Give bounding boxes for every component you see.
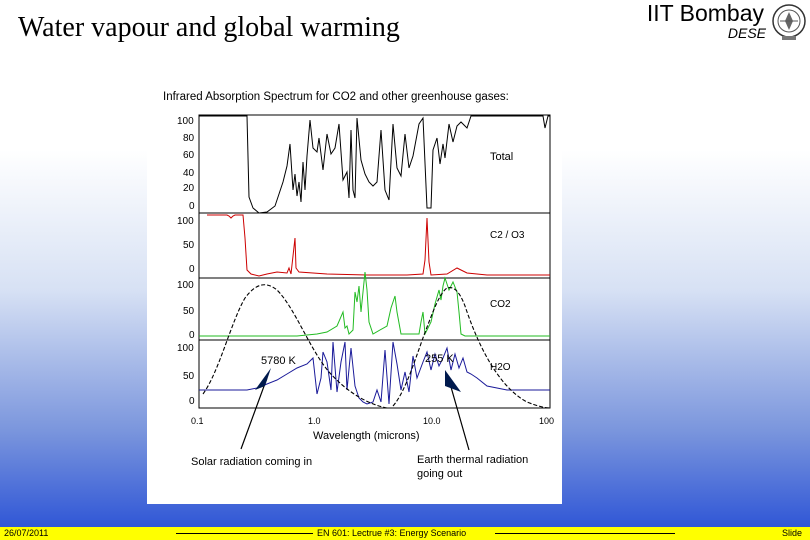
earth-radiation-label: Earth thermal radiation bbox=[417, 454, 528, 466]
y-tick-total: 20 bbox=[183, 183, 195, 194]
footer-rule bbox=[495, 533, 675, 534]
organization-name: IIT Bombay bbox=[646, 0, 764, 26]
earth-temperature-label: 255 K bbox=[425, 353, 454, 365]
y-tick-c2o3: 50 bbox=[183, 240, 195, 251]
y-tick-co2: 0 bbox=[189, 330, 195, 341]
panel-label-co2: CO2 bbox=[490, 299, 511, 310]
iitb-emblem-icon bbox=[772, 4, 806, 40]
footer-slide-label: Slide bbox=[781, 528, 802, 538]
earth-arrow bbox=[448, 379, 470, 451]
co2-absorption-curve bbox=[199, 271, 550, 337]
y-tick-c2o3: 0 bbox=[189, 264, 195, 275]
earth-arrowhead bbox=[445, 370, 461, 392]
y-tick-h2o: 50 bbox=[183, 371, 195, 382]
x-tick-label: 0.1 bbox=[191, 416, 204, 426]
y-tick-total: 40 bbox=[183, 168, 195, 179]
figure-heading: Infrared Absorption Spectrum for CO2 and… bbox=[163, 91, 509, 103]
solar-blackbody-curve bbox=[202, 284, 388, 409]
sun-temperature-label: 5780 K bbox=[261, 355, 297, 367]
y-tick-h2o: 0 bbox=[189, 396, 195, 407]
solar-arrow bbox=[240, 377, 268, 450]
y-tick-c2o3: 100 bbox=[177, 216, 194, 227]
c2o3-absorption-curve bbox=[207, 214, 550, 277]
spectrum-figure: Infrared Absorption Spectrum for CO2 and… bbox=[147, 72, 562, 504]
y-tick-co2: 50 bbox=[183, 306, 195, 317]
plot-frame bbox=[198, 114, 551, 409]
panel-label-total: Total bbox=[490, 151, 513, 163]
y-tick-total: 60 bbox=[183, 150, 195, 161]
earth-radiation-label-line2: going out bbox=[417, 468, 462, 480]
y-tick-co2: 100 bbox=[177, 280, 194, 291]
x-tick-label: 100 bbox=[539, 416, 554, 426]
total-absorption-curve bbox=[199, 115, 550, 214]
y-tick-total: 80 bbox=[183, 133, 195, 144]
y-tick-total: 0 bbox=[189, 201, 195, 212]
x-tick-label: 1.0 bbox=[308, 416, 321, 426]
footer-date: 26/07/2011 bbox=[4, 528, 49, 538]
slide-title: Water vapour and global warming bbox=[18, 12, 400, 43]
footer-rule bbox=[176, 533, 313, 534]
footer-bar: 26/07/2011 EN 601: Lectrue #3: Energy Sc… bbox=[0, 527, 810, 540]
y-tick-h2o: 100 bbox=[177, 343, 194, 354]
earth-blackbody-curve bbox=[392, 286, 551, 409]
x-axis-label: Wavelength (microns) bbox=[313, 430, 420, 442]
panel-label-h2o: H2O bbox=[490, 362, 511, 373]
panel-label-c2o3: C2 / O3 bbox=[490, 230, 525, 241]
y-tick-total: 100 bbox=[177, 116, 194, 127]
solar-arrowhead bbox=[255, 368, 271, 390]
x-tick-label: 10.0 bbox=[423, 416, 441, 426]
footer-course-title: EN 601: Lectrue #3: Energy Scenario bbox=[317, 528, 467, 538]
solar-radiation-label: Solar radiation coming in bbox=[191, 456, 312, 468]
h2o-absorption-curve bbox=[199, 341, 550, 405]
department-name: DESE bbox=[727, 25, 766, 41]
